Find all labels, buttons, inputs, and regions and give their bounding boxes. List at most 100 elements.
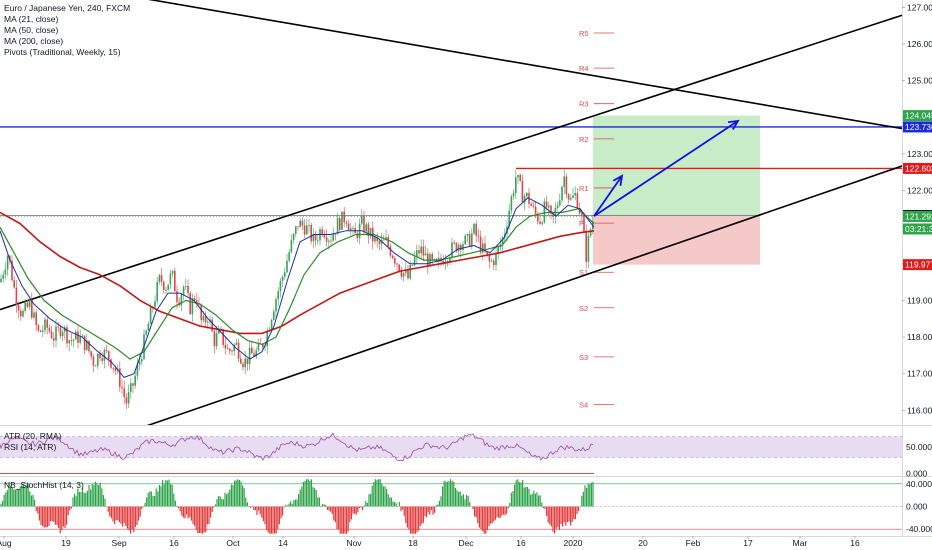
main-price-pane[interactable]: R5 R4 R3 R2 R1 P S1 S2 S3 S4 [0, 0, 932, 476]
candle-body [479, 236, 482, 253]
candle-body [154, 301, 156, 308]
candle-body [570, 197, 572, 200]
stoch-bar [395, 503, 397, 507]
legend-ma50[interactable]: MA (50, close) [4, 25, 59, 35]
channel-lower[interactable] [0, 156, 932, 477]
ma21-line[interactable] [0, 197, 595, 378]
candle-body [385, 237, 387, 240]
time-tick-label: 19 [61, 538, 71, 548]
stoch-bar [182, 506, 184, 518]
candle-body [312, 234, 315, 242]
stoch-bar [157, 491, 159, 507]
price-tag-box[interactable] [903, 162, 932, 174]
time-tick-label: Feb [686, 538, 701, 548]
stoch-bar [264, 506, 266, 525]
candle-body [295, 226, 297, 234]
price-tag-label: 123.736 [905, 122, 932, 132]
stoch-bar [98, 485, 100, 507]
arrow-target[interactable] [593, 120, 739, 217]
stoch-bar [8, 482, 10, 507]
candle-body [33, 312, 35, 318]
stoch-bar [464, 499, 466, 507]
stoch-bar [230, 484, 232, 507]
stoch-bar [282, 506, 284, 516]
candle-body [160, 275, 163, 282]
price-tag-box[interactable] [903, 210, 932, 222]
stoch-bar [352, 506, 354, 514]
ma50-line[interactable] [0, 208, 595, 360]
candle-body [341, 211, 343, 230]
rsi-label[interactable]: RSI (14, ATR) [4, 442, 57, 452]
legend-ma21[interactable]: MA (21, close) [4, 14, 59, 24]
time-tick-label: Oct [226, 538, 240, 548]
stoch-bar [146, 497, 148, 507]
candle-body [204, 315, 207, 323]
candle-body [336, 218, 339, 235]
price-tag-box[interactable] [903, 121, 932, 133]
channel-upper[interactable] [0, 5, 932, 311]
stoch-bar [58, 506, 60, 529]
time-tick-label: 17 [743, 538, 753, 548]
stoch-hist-pane[interactable] [0, 479, 902, 534]
stoch-bar [306, 479, 308, 507]
legend-symbol[interactable]: Euro / Japanese Yen, 240, FXCM [4, 3, 131, 13]
stoch-bar [472, 506, 474, 510]
atr-label[interactable]: ATR (20, RMA) [4, 431, 62, 441]
stoch-bar [138, 506, 140, 521]
price-axis[interactable]: 127.000126.000125.000124.000123.000122.0… [0, 0, 932, 537]
candle-body [405, 270, 407, 273]
rsi-line[interactable] [0, 432, 594, 462]
legend-pivots[interactable]: Pivots (Traditional, Weekly, 15) [4, 47, 121, 57]
candle-body [330, 240, 332, 242]
price-tag-box[interactable] [903, 110, 932, 122]
stoch-bar [573, 506, 575, 520]
candle-body [508, 210, 510, 227]
candle-body [90, 351, 92, 357]
stoch-bar [456, 490, 458, 507]
candle-body [565, 176, 568, 195]
time-axis[interactable]: Aug19Sep16Oct14Nov18Dec16202020Feb17Mar1… [0, 536, 860, 548]
stoch-bar [194, 506, 196, 526]
stoch-bar [534, 493, 536, 507]
time-tick-label: 2020 [564, 538, 583, 548]
candle-body [50, 331, 53, 339]
stoch-bar [168, 479, 170, 507]
downtrend-line[interactable] [110, 0, 932, 134]
stoch-bar [53, 506, 55, 522]
price-tag-box[interactable] [903, 223, 932, 235]
stoch-bar [565, 506, 567, 526]
stoch-bar [317, 497, 319, 507]
stoch-bar [528, 488, 530, 507]
time-tick-label: 16 [516, 538, 526, 548]
candle-body [574, 193, 576, 196]
stoch-bar [218, 496, 220, 507]
stoch-bar [243, 488, 245, 507]
stoch-bar [302, 481, 304, 507]
legend-ma200[interactable]: MA (200, close) [4, 36, 64, 46]
stoch-label[interactable]: NB_StochHist (14, 3) [4, 480, 84, 490]
time-tick-label: Dec [458, 538, 474, 548]
candle-body [396, 263, 398, 265]
stoch-bar [189, 506, 191, 518]
stoch-bar [126, 506, 128, 529]
price-tag-box[interactable] [903, 259, 932, 271]
candle-body [460, 244, 462, 250]
candle-body [490, 260, 493, 262]
candle-body [361, 216, 363, 224]
stoch-tick-label: 0.000 [906, 502, 928, 512]
stoch-bar [466, 494, 468, 507]
candle-body [218, 328, 220, 334]
arrow-up-short[interactable] [593, 175, 623, 217]
stoch-bar [104, 498, 106, 507]
stoch-bar [459, 491, 461, 507]
stoch-bar [536, 492, 538, 507]
stoch-bar [368, 494, 370, 507]
stoch-bar [74, 493, 76, 507]
stoch-bar [480, 506, 482, 530]
ma200-line[interactable] [0, 211, 595, 335]
stoch-bar [358, 506, 360, 509]
atr-rsi-pane[interactable] [0, 432, 902, 474]
stoch-bar [238, 480, 240, 507]
stoch-bar [309, 480, 311, 507]
